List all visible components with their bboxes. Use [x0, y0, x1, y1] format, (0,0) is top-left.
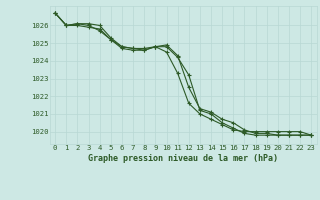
X-axis label: Graphe pression niveau de la mer (hPa): Graphe pression niveau de la mer (hPa) [88, 154, 278, 163]
